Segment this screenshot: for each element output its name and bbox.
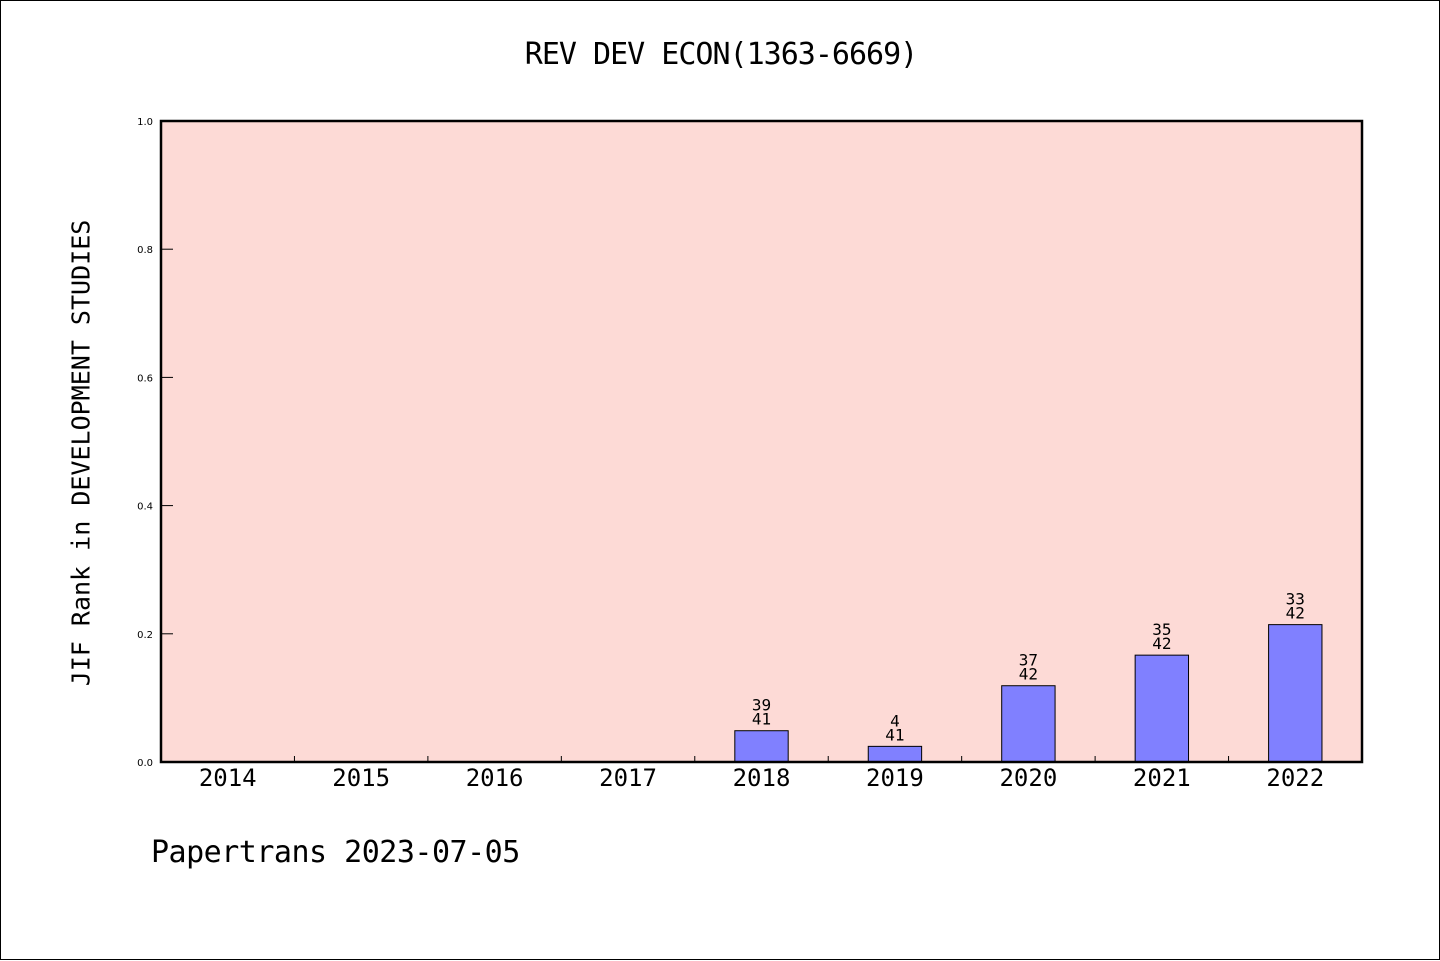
bar — [1134, 654, 1190, 763]
x-tick-label: 2016 — [466, 764, 524, 792]
y-tick-label: 0.8 — [137, 245, 153, 256]
x-tick-label: 2019 — [866, 764, 924, 792]
plot-border — [159, 119, 1364, 764]
bar-total-label: 42 — [1152, 634, 1171, 653]
x-ticks: 2014 2015 2016 2017 2018 2019 2020 2021 2022 — [199, 756, 1324, 792]
y-tick-label: 0.6 — [137, 373, 153, 384]
bar-rank-label: 4 — [890, 711, 900, 730]
bar-total-label: 42 — [1286, 604, 1305, 623]
bar — [734, 730, 789, 763]
x-tick-label: 2015 — [332, 764, 390, 792]
y-tick-label: 0.4 — [137, 502, 153, 513]
bar-total-label: 42 — [1019, 665, 1038, 684]
x-tick-label: 2017 — [599, 764, 657, 792]
bar-rank-label: 39 — [752, 696, 771, 715]
bar-total-label: 41 — [752, 710, 771, 729]
x-tick-label: 2014 — [199, 764, 257, 792]
y-tick-label: 0.2 — [137, 630, 153, 641]
bar-rank-label: 37 — [1019, 651, 1038, 670]
x-tick-label: 2020 — [999, 764, 1057, 792]
x-tick-label: 2021 — [1133, 764, 1191, 792]
bar — [1268, 624, 1323, 763]
bar-rank-label: 33 — [1286, 590, 1305, 609]
bar — [1001, 685, 1056, 763]
footer-credit: Papertrans 2023-07-05 — [151, 835, 520, 870]
x-tick-label: 2018 — [733, 764, 791, 792]
bar-total-label: 41 — [885, 725, 904, 744]
y-tick-label: 1.0 — [137, 117, 153, 128]
bar-rank-label: 35 — [1152, 620, 1171, 639]
chart-title: REV DEV ECON(1363-6669) — [524, 37, 918, 72]
bar — [867, 745, 923, 763]
y-tick-label: 0.0 — [137, 758, 153, 769]
x-tick-label: 2022 — [1266, 764, 1324, 792]
